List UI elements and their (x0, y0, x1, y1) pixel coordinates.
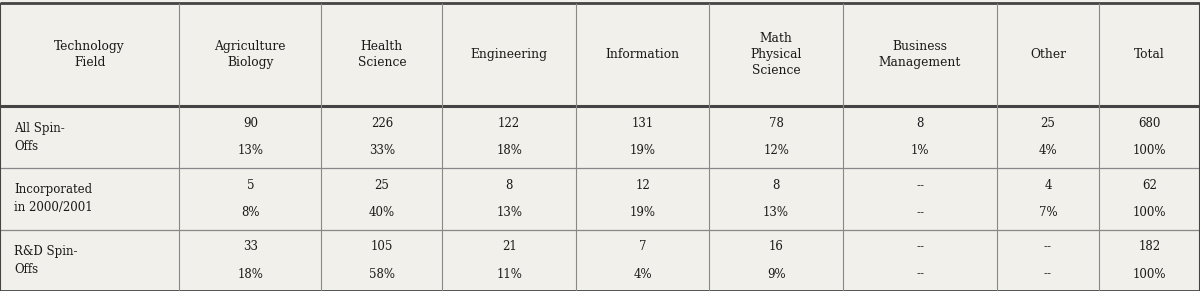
Text: 100%: 100% (1133, 206, 1166, 219)
Text: 13%: 13% (238, 144, 263, 157)
Text: 100%: 100% (1133, 267, 1166, 281)
Text: 7%: 7% (1039, 206, 1057, 219)
Text: R&D Spin-
Offs: R&D Spin- Offs (14, 245, 78, 276)
Text: 40%: 40% (368, 206, 395, 219)
Text: 18%: 18% (497, 144, 522, 157)
Text: 226: 226 (371, 117, 392, 130)
Text: Incorporated
in 2000/2001: Incorporated in 2000/2001 (14, 183, 94, 214)
Text: 78: 78 (769, 117, 784, 130)
Text: 18%: 18% (238, 267, 263, 281)
Text: 4%: 4% (634, 267, 652, 281)
Text: 9%: 9% (767, 267, 786, 281)
Text: 12%: 12% (763, 144, 790, 157)
Text: Other: Other (1030, 48, 1066, 61)
Text: 5: 5 (246, 179, 254, 192)
Text: 680: 680 (1138, 117, 1160, 130)
Text: 11%: 11% (497, 267, 522, 281)
Text: 4%: 4% (1039, 144, 1057, 157)
Text: 90: 90 (242, 117, 258, 130)
Text: 33%: 33% (368, 144, 395, 157)
Text: 122: 122 (498, 117, 521, 130)
Text: 58%: 58% (368, 267, 395, 281)
Text: --: -- (916, 267, 924, 281)
Text: 25: 25 (374, 179, 389, 192)
Text: 7: 7 (638, 240, 647, 253)
Text: 62: 62 (1142, 179, 1157, 192)
Text: 105: 105 (371, 240, 394, 253)
Text: Business
Management: Business Management (878, 40, 961, 69)
Text: 8: 8 (773, 179, 780, 192)
Text: 13%: 13% (496, 206, 522, 219)
Text: 33: 33 (242, 240, 258, 253)
Text: Technology
Field: Technology Field (54, 40, 125, 69)
Text: Agriculture
Biology: Agriculture Biology (215, 40, 286, 69)
Text: 131: 131 (631, 117, 654, 130)
Text: --: -- (916, 240, 924, 253)
Text: --: -- (916, 206, 924, 219)
Text: 19%: 19% (630, 144, 655, 157)
Text: 19%: 19% (630, 206, 655, 219)
Text: Health
Science: Health Science (358, 40, 406, 69)
Text: 4: 4 (1044, 179, 1051, 192)
Text: Engineering: Engineering (470, 48, 547, 61)
Text: 13%: 13% (763, 206, 790, 219)
Text: 8%: 8% (241, 206, 259, 219)
Text: Information: Information (606, 48, 679, 61)
Text: 16: 16 (769, 240, 784, 253)
Text: 8: 8 (505, 179, 512, 192)
Text: Math
Physical
Science: Math Physical Science (750, 32, 802, 77)
Text: Total: Total (1134, 48, 1165, 61)
Text: 25: 25 (1040, 117, 1056, 130)
Text: All Spin-
Offs: All Spin- Offs (14, 122, 65, 152)
Text: 1%: 1% (911, 144, 929, 157)
Text: 8: 8 (917, 117, 924, 130)
Text: 100%: 100% (1133, 144, 1166, 157)
Text: 182: 182 (1139, 240, 1160, 253)
Text: --: -- (1044, 267, 1052, 281)
Text: --: -- (916, 179, 924, 192)
Text: 21: 21 (502, 240, 516, 253)
Text: --: -- (1044, 240, 1052, 253)
Text: 12: 12 (635, 179, 650, 192)
